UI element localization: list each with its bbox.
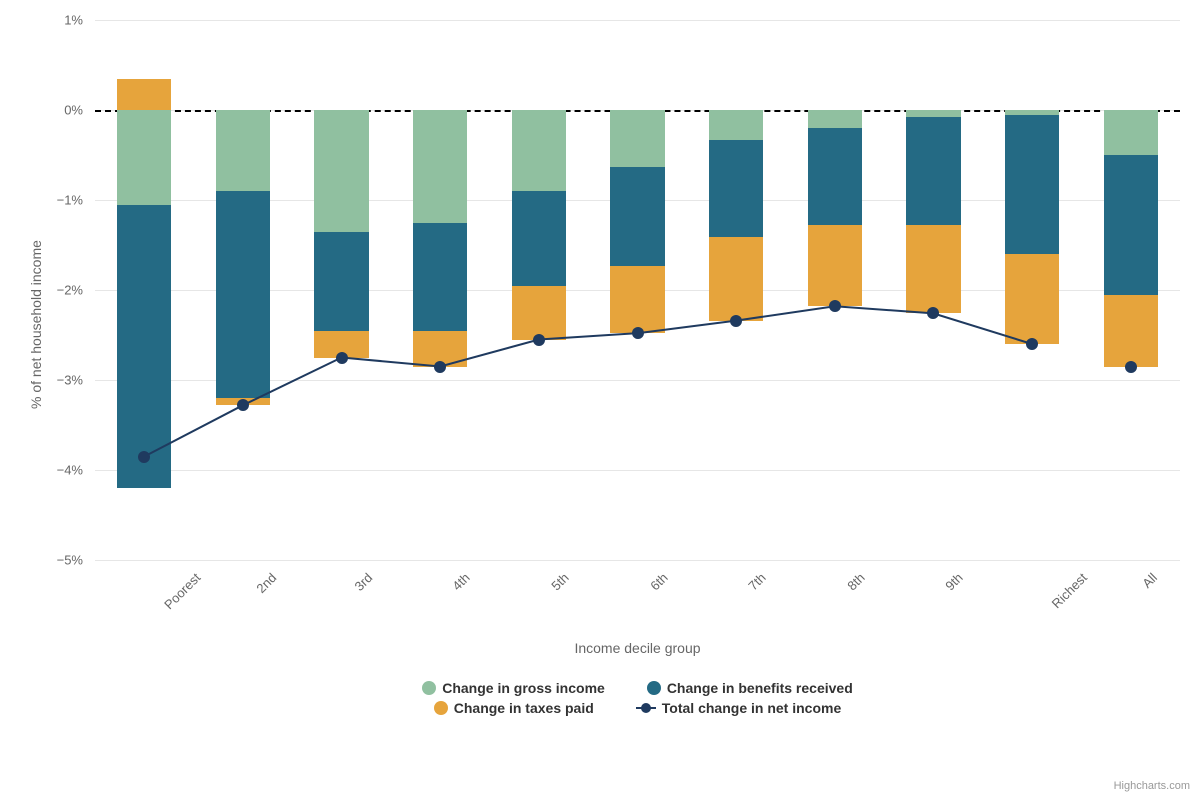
x-tick-label: Richest bbox=[1049, 570, 1090, 611]
legend: Change in gross income Change in benefits… bbox=[95, 680, 1180, 716]
legend-label: Total change in net income bbox=[662, 700, 841, 716]
legend-item-gross[interactable]: Change in gross income bbox=[422, 680, 605, 696]
bar-segment-taxes bbox=[1005, 254, 1059, 344]
x-tick-label: 3rd bbox=[351, 570, 375, 594]
bar-segment-taxes bbox=[906, 225, 960, 313]
bar-segment-gross bbox=[117, 110, 171, 205]
legend-item-taxes[interactable]: Change in taxes paid bbox=[434, 700, 594, 716]
bar-segment-benefits bbox=[512, 191, 566, 286]
legend-label: Change in taxes paid bbox=[454, 700, 594, 716]
x-tick-label: 7th bbox=[745, 570, 768, 593]
y-tick-label: −4% bbox=[0, 463, 83, 478]
bar-segment-taxes bbox=[1104, 295, 1158, 367]
bar-segment-gross bbox=[906, 110, 960, 117]
bar-segment-taxes bbox=[610, 266, 664, 334]
bar-segment-gross bbox=[1104, 110, 1158, 155]
bar-segment-gross bbox=[808, 110, 862, 128]
bar-segment-taxes bbox=[512, 286, 566, 340]
bar-segment-benefits bbox=[1104, 155, 1158, 295]
bar-segment-taxes bbox=[808, 225, 862, 306]
y-tick-label: 1% bbox=[0, 13, 83, 28]
plot-area bbox=[95, 20, 1180, 560]
bar-segment-benefits bbox=[709, 140, 763, 237]
bar-segment-taxes bbox=[413, 331, 467, 367]
bar-segment-gross bbox=[413, 110, 467, 223]
bar-segment-taxes bbox=[117, 79, 171, 111]
bar-segment-benefits bbox=[906, 117, 960, 225]
bar-segment-gross bbox=[709, 110, 763, 140]
bar-segment-taxes bbox=[709, 237, 763, 321]
x-tick-label: 8th bbox=[844, 570, 867, 593]
legend-item-total[interactable]: Total change in net income bbox=[636, 700, 841, 716]
chart-credits: Highcharts.com bbox=[1114, 780, 1190, 792]
bar-segment-benefits bbox=[1005, 115, 1059, 255]
x-tick-label: 9th bbox=[943, 570, 966, 593]
x-tick-label: 6th bbox=[647, 570, 670, 593]
y-tick-label: −1% bbox=[0, 193, 83, 208]
bar-segment-gross bbox=[216, 110, 270, 191]
bar-segment-taxes bbox=[216, 398, 270, 405]
bar-segment-gross bbox=[512, 110, 566, 191]
y-tick-label: 0% bbox=[0, 103, 83, 118]
income-decile-chart: % of net household income Income decile … bbox=[0, 0, 1200, 800]
bar-segment-benefits bbox=[808, 128, 862, 225]
bar-segment-benefits bbox=[413, 223, 467, 331]
x-tick-label: 5th bbox=[548, 570, 571, 593]
legend-label: Change in gross income bbox=[442, 680, 605, 696]
y-tick-label: −5% bbox=[0, 553, 83, 568]
x-tick-label: 2nd bbox=[253, 570, 279, 596]
bar-segment-taxes bbox=[314, 331, 368, 358]
gross-swatch-icon bbox=[422, 681, 436, 695]
y-tick-label: −2% bbox=[0, 283, 83, 298]
x-tick-label: Poorest bbox=[161, 570, 203, 612]
x-axis-title: Income decile group bbox=[95, 640, 1180, 656]
bar-segment-benefits bbox=[610, 167, 664, 266]
x-tick-label: 4th bbox=[450, 570, 473, 593]
bar-segment-benefits bbox=[117, 205, 171, 489]
x-tick-label: All bbox=[1139, 570, 1160, 591]
gridline bbox=[95, 470, 1180, 471]
bar-segment-benefits bbox=[314, 232, 368, 331]
total-swatch-icon bbox=[636, 701, 656, 715]
legend-item-benefits[interactable]: Change in benefits received bbox=[647, 680, 853, 696]
benefits-swatch-icon bbox=[647, 681, 661, 695]
gridline bbox=[95, 20, 1180, 21]
bar-segment-benefits bbox=[216, 191, 270, 398]
taxes-swatch-icon bbox=[434, 701, 448, 715]
legend-label: Change in benefits received bbox=[667, 680, 853, 696]
y-tick-label: −3% bbox=[0, 373, 83, 388]
bar-segment-gross bbox=[314, 110, 368, 232]
bar-segment-gross bbox=[610, 110, 664, 167]
gridline bbox=[95, 560, 1180, 561]
